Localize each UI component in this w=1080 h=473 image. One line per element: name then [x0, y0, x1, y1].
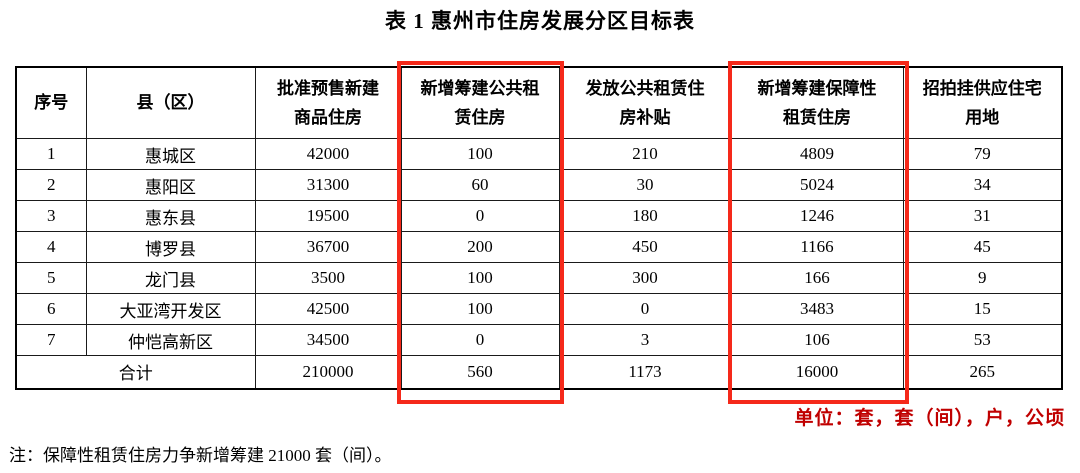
value-cell: 34500 [254, 324, 402, 356]
header-presale-commodity-housing: 批准预售新建 商品住房 [254, 66, 402, 139]
value-cell: 31300 [254, 169, 402, 201]
total-value-cell: 265 [902, 355, 1063, 389]
value-cell: 210 [558, 138, 732, 170]
row-index-cell: 2 [15, 169, 87, 201]
value-cell: 42000 [254, 138, 402, 170]
table-row: 4 博罗县 36700 200 450 1166 45 [15, 231, 1063, 263]
district-cell: 龙门县 [85, 262, 256, 294]
table-title: 表 1 惠州市住房发展分区目标表 [385, 9, 695, 33]
total-value-cell: 560 [400, 355, 560, 389]
district-cell: 仲恺高新区 [85, 324, 256, 356]
district-cell: 惠阳区 [85, 169, 256, 201]
value-cell: 30 [558, 169, 732, 201]
table-row: 7 仲恺高新区 34500 0 3 106 53 [15, 324, 1063, 356]
unit-note: 单位：套，套（间），户，公顷 [794, 408, 1065, 429]
value-cell: 3483 [730, 293, 904, 325]
value-cell: 180 [558, 200, 732, 232]
table-row: 1 惠城区 42000 100 210 4809 79 [15, 138, 1063, 170]
value-cell: 200 [400, 231, 560, 263]
value-cell: 450 [558, 231, 732, 263]
district-cell: 博罗县 [85, 231, 256, 263]
value-cell: 0 [558, 293, 732, 325]
total-value-cell: 16000 [730, 355, 904, 389]
value-cell: 36700 [254, 231, 402, 263]
header-row: 序号 县（区） 批准预售新建 商品住房 新增筹建公共租 赁住房 发放公共租赁住 … [15, 66, 1063, 139]
value-cell: 53 [902, 324, 1063, 356]
value-cell: 0 [400, 324, 560, 356]
value-cell: 3500 [254, 262, 402, 294]
header-district: 县（区） [85, 66, 256, 139]
district-cell: 大亚湾开发区 [85, 293, 256, 325]
total-value-cell: 1173 [558, 355, 732, 389]
header-seq: 序号 [15, 66, 87, 139]
value-cell: 4809 [730, 138, 904, 170]
value-cell: 19500 [254, 200, 402, 232]
value-cell: 3 [558, 324, 732, 356]
total-row: 合计 210000 560 1173 16000 265 [15, 355, 1063, 389]
housing-targets-table: 序号 县（区） 批准预售新建 商品住房 新增筹建公共租 赁住房 发放公共租赁住 … [15, 66, 1063, 390]
value-cell: 1166 [730, 231, 904, 263]
total-label-cell: 合计 [15, 355, 256, 389]
value-cell: 100 [400, 262, 560, 294]
total-value-cell: 210000 [254, 355, 402, 389]
value-cell: 100 [400, 293, 560, 325]
table-row: 6 大亚湾开发区 42500 100 0 3483 15 [15, 293, 1063, 325]
value-cell: 9 [902, 262, 1063, 294]
value-cell: 45 [902, 231, 1063, 263]
row-index-cell: 4 [15, 231, 87, 263]
table-row: 5 龙门县 3500 100 300 166 9 [15, 262, 1063, 294]
row-index-cell: 7 [15, 324, 87, 356]
table-row: 3 惠东县 19500 0 180 1246 31 [15, 200, 1063, 232]
header-public-rental-housing: 新增筹建公共租 赁住房 [400, 66, 560, 139]
footnote: 注：保障性租赁住房力争新增筹建 21000 套（间）。 [9, 446, 392, 465]
header-residential-land-supply: 招拍挂供应住宅 用地 [902, 66, 1063, 139]
value-cell: 0 [400, 200, 560, 232]
value-cell: 42500 [254, 293, 402, 325]
value-cell: 79 [902, 138, 1063, 170]
district-cell: 惠城区 [85, 138, 256, 170]
header-rental-subsidy: 发放公共租赁住 房补贴 [558, 66, 732, 139]
header-affordable-rental-housing: 新增筹建保障性 租赁住房 [730, 66, 904, 139]
value-cell: 1246 [730, 200, 904, 232]
value-cell: 15 [902, 293, 1063, 325]
row-index-cell: 5 [15, 262, 87, 294]
row-index-cell: 3 [15, 200, 87, 232]
row-index-cell: 6 [15, 293, 87, 325]
value-cell: 166 [730, 262, 904, 294]
value-cell: 5024 [730, 169, 904, 201]
table-row: 2 惠阳区 31300 60 30 5024 34 [15, 169, 1063, 201]
value-cell: 100 [400, 138, 560, 170]
row-index-cell: 1 [15, 138, 87, 170]
value-cell: 60 [400, 169, 560, 201]
district-cell: 惠东县 [85, 200, 256, 232]
value-cell: 34 [902, 169, 1063, 201]
value-cell: 31 [902, 200, 1063, 232]
value-cell: 106 [730, 324, 904, 356]
value-cell: 300 [558, 262, 732, 294]
